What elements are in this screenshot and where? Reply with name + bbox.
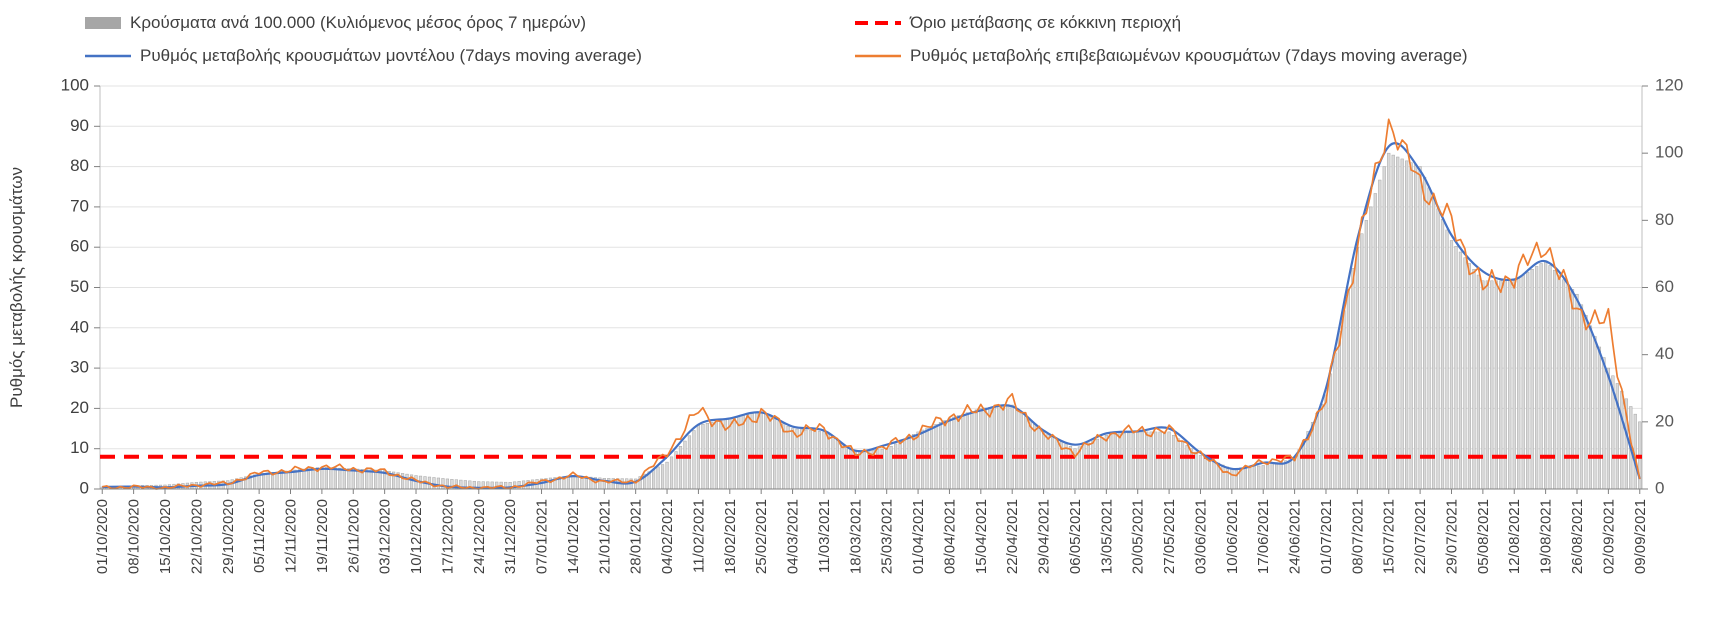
svg-text:15/04/2021: 15/04/2021 bbox=[973, 499, 990, 574]
svg-text:01/07/2021: 01/07/2021 bbox=[1318, 499, 1335, 574]
svg-text:06/05/2021: 06/05/2021 bbox=[1067, 499, 1084, 574]
svg-text:60: 60 bbox=[1655, 277, 1674, 296]
svg-text:01/04/2021: 01/04/2021 bbox=[910, 499, 927, 574]
bars-series bbox=[100, 152, 1642, 490]
svg-text:09/09/2021: 09/09/2021 bbox=[1632, 499, 1649, 574]
bars-legend-swatch bbox=[85, 16, 121, 30]
model-rate-line bbox=[102, 142, 1641, 490]
svg-text:08/10/2020: 08/10/2020 bbox=[126, 499, 143, 574]
svg-text:07/01/2021: 07/01/2021 bbox=[534, 499, 551, 574]
svg-text:15/07/2021: 15/07/2021 bbox=[1381, 499, 1398, 574]
svg-text:24/12/2020: 24/12/2020 bbox=[471, 499, 488, 574]
svg-text:30: 30 bbox=[70, 358, 89, 377]
svg-text:26/08/2021: 26/08/2021 bbox=[1569, 499, 1586, 574]
svg-text:100: 100 bbox=[1655, 143, 1683, 162]
confirmed-rate-line bbox=[102, 118, 1641, 490]
svg-text:20: 20 bbox=[70, 398, 89, 417]
svg-text:08/07/2021: 08/07/2021 bbox=[1349, 499, 1366, 574]
svg-text:18/03/2021: 18/03/2021 bbox=[847, 499, 864, 574]
x-axis-ticks: 01/10/2020 08/10/2020 15/10/2020 22/10/2020… bbox=[94, 489, 1649, 574]
svg-text:40: 40 bbox=[1655, 344, 1674, 363]
svg-text:10/06/2021: 10/06/2021 bbox=[1224, 499, 1241, 574]
svg-text:80: 80 bbox=[1655, 210, 1674, 229]
svg-text:02/09/2021: 02/09/2021 bbox=[1600, 499, 1617, 574]
svg-text:17/06/2021: 17/06/2021 bbox=[1255, 499, 1272, 574]
svg-text:31/12/2020: 31/12/2020 bbox=[502, 499, 519, 574]
svg-text:11/02/2021: 11/02/2021 bbox=[690, 499, 707, 573]
svg-text:29/07/2021: 29/07/2021 bbox=[1443, 499, 1460, 574]
svg-text:10/12/2020: 10/12/2020 bbox=[408, 499, 425, 574]
threshold-legend-swatch bbox=[855, 16, 901, 30]
svg-text:28/01/2021: 28/01/2021 bbox=[628, 499, 645, 574]
svg-text:70: 70 bbox=[70, 196, 89, 215]
svg-text:50: 50 bbox=[70, 277, 89, 296]
svg-text:14/01/2021: 14/01/2021 bbox=[565, 499, 582, 574]
svg-text:120: 120 bbox=[1655, 75, 1683, 94]
svg-text:03/06/2021: 03/06/2021 bbox=[1192, 499, 1209, 574]
model-line-legend-swatch bbox=[85, 49, 131, 63]
svg-text:18/02/2021: 18/02/2021 bbox=[722, 499, 739, 574]
svg-text:05/11/2020: 05/11/2020 bbox=[251, 499, 268, 573]
svg-text:22/07/2021: 22/07/2021 bbox=[1412, 499, 1429, 574]
svg-text:0: 0 bbox=[80, 478, 89, 497]
svg-text:27/05/2021: 27/05/2021 bbox=[1161, 499, 1178, 574]
left-axis-ticks: 0 10 20 30 40 50 60 70 80 90 100 bbox=[61, 75, 100, 497]
svg-text:0: 0 bbox=[1655, 478, 1664, 497]
svg-text:60: 60 bbox=[70, 237, 89, 256]
legend-item-threshold: Όριο μετάβασης σε κόκκινη περιοχή bbox=[855, 10, 1181, 36]
svg-text:22/04/2021: 22/04/2021 bbox=[1004, 499, 1021, 574]
svg-text:20: 20 bbox=[1655, 411, 1674, 430]
svg-text:80: 80 bbox=[70, 156, 89, 175]
svg-text:04/02/2021: 04/02/2021 bbox=[659, 499, 676, 574]
svg-text:25/02/2021: 25/02/2021 bbox=[753, 499, 770, 574]
svg-text:19/08/2021: 19/08/2021 bbox=[1538, 499, 1555, 574]
plot-area: 0 10 20 30 40 50 60 70 80 90 100 0 20 40 60 80 100 120 01/… bbox=[61, 75, 1684, 574]
svg-text:20/05/2021: 20/05/2021 bbox=[1130, 499, 1147, 574]
svg-text:15/10/2020: 15/10/2020 bbox=[157, 499, 174, 574]
svg-text:12/11/2020: 12/11/2020 bbox=[283, 499, 300, 573]
right-axis-ticks: 0 20 40 60 80 100 120 bbox=[1642, 75, 1683, 497]
svg-text:19/11/2020: 19/11/2020 bbox=[314, 499, 331, 573]
legend-label-model-line: Ρυθμός μεταβολής κρουσμάτων μοντέλου (7d… bbox=[140, 46, 642, 65]
legend-label-confirmed-line: Ρυθμός μεταβολής επιβεβαιωμένων κρουσμάτ… bbox=[910, 46, 1468, 65]
svg-text:17/12/2020: 17/12/2020 bbox=[439, 499, 456, 574]
svg-text:13/05/2021: 13/05/2021 bbox=[1098, 499, 1115, 574]
svg-text:08/04/2021: 08/04/2021 bbox=[941, 499, 958, 574]
svg-text:10: 10 bbox=[70, 438, 89, 457]
legend-item-confirmed-line: Ρυθμός μεταβολής επιβεβαιωμένων κρουσμάτ… bbox=[855, 43, 1468, 69]
svg-text:04/03/2021: 04/03/2021 bbox=[785, 499, 802, 574]
svg-text:29/04/2021: 29/04/2021 bbox=[1036, 499, 1053, 574]
svg-text:90: 90 bbox=[70, 116, 89, 135]
svg-text:05/08/2021: 05/08/2021 bbox=[1475, 499, 1492, 574]
svg-text:12/08/2021: 12/08/2021 bbox=[1506, 499, 1523, 574]
confirmed-line-legend-swatch bbox=[855, 49, 901, 63]
legend-label-cases-bars: Κρούσματα ανά 100.000 (Κυλιόμενος μέσος … bbox=[130, 13, 587, 32]
svg-text:24/06/2021: 24/06/2021 bbox=[1287, 499, 1304, 574]
svg-text:01/10/2020: 01/10/2020 bbox=[94, 499, 111, 574]
svg-text:21/01/2021: 21/01/2021 bbox=[596, 499, 613, 574]
svg-text:29/10/2020: 29/10/2020 bbox=[220, 499, 237, 574]
svg-text:26/11/2020: 26/11/2020 bbox=[345, 499, 362, 573]
svg-text:100: 100 bbox=[61, 75, 89, 94]
legend-item-model-line: Ρυθμός μεταβολής κρουσμάτων μοντέλου (7d… bbox=[85, 43, 642, 69]
svg-text:40: 40 bbox=[70, 317, 89, 336]
svg-text:11/03/2021: 11/03/2021 bbox=[816, 499, 833, 573]
svg-text:22/10/2020: 22/10/2020 bbox=[188, 499, 205, 574]
legend-item-cases-bars: Κρούσματα ανά 100.000 (Κυλιόμενος μέσος … bbox=[85, 10, 586, 36]
legend-label-threshold: Όριο μετάβασης σε κόκκινη περιοχή bbox=[910, 13, 1182, 32]
svg-text:25/03/2021: 25/03/2021 bbox=[879, 499, 896, 574]
svg-text:03/12/2020: 03/12/2020 bbox=[377, 499, 394, 574]
